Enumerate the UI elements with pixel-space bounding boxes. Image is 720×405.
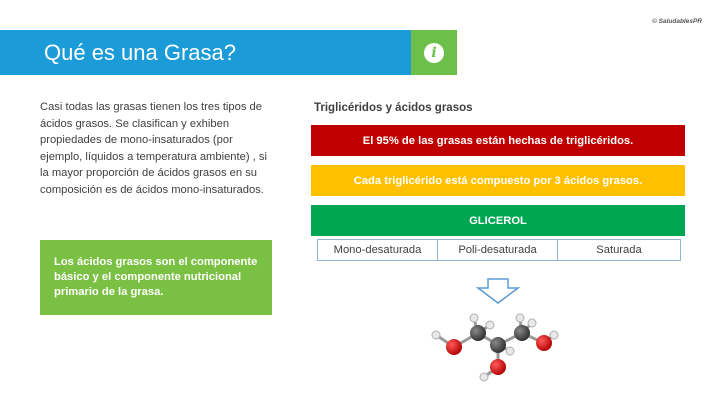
callout-text: Los ácidos grasos son el componente bási… [54,256,258,298]
fatty-acid-types: Mono-desaturada Poli-desaturada Saturada [317,239,681,263]
callout-box: Los ácidos grasos son el componente bási… [40,240,272,315]
info-button[interactable]: i [411,30,457,75]
fatty-acids-bar: Cada triglicérido está compuesto por 3 á… [311,165,685,196]
type-mono: Mono-desaturada [317,239,438,261]
diagram-subtitle: Triglicéridos y ácidos grasos [314,102,473,114]
type-saturada: Saturada [557,239,681,261]
page-title: Qué es una Grasa? [44,39,237,65]
glycerol-molecule-icon [431,313,559,382]
glycerol-bar-label: GLICEROL [469,214,527,227]
info-icon: i [424,42,444,63]
title-bar: Qué es una Grasa? [0,30,411,75]
fatty-acids-bar-label: Cada triglicérido está compuesto por 3 á… [353,174,643,187]
body-paragraph: Casi todas las grasas tienen los tres ti… [40,101,267,196]
triglycerides-bar-label: El 95% de las grasas están hechas de tri… [362,134,634,147]
copyright-text: © SaludablesPR [652,18,702,25]
glycerol-bar: GLICEROL [311,205,685,236]
down-arrow-icon [476,278,520,304]
triglycerides-bar: El 95% de las grasas están hechas de tri… [311,125,685,156]
type-poli: Poli-desaturada [437,239,558,261]
info-icon-glyph: i [431,44,437,61]
